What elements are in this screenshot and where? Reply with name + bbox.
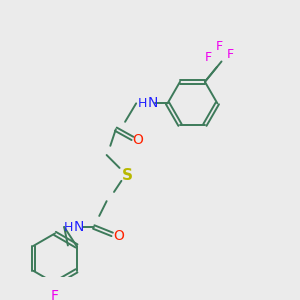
Text: O: O — [133, 133, 143, 147]
Text: H: H — [138, 97, 147, 110]
Text: O: O — [113, 229, 124, 243]
Text: H: H — [64, 220, 74, 233]
Text: N: N — [74, 220, 84, 234]
Text: F: F — [205, 51, 212, 64]
Text: F: F — [51, 289, 59, 300]
Text: N: N — [147, 96, 158, 110]
Text: F: F — [216, 40, 223, 53]
Text: F: F — [227, 48, 234, 61]
Text: S: S — [122, 168, 132, 183]
